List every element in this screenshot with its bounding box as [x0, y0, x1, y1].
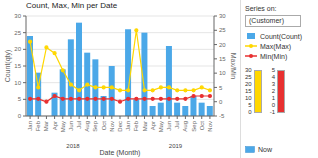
svg-text:Apr: Apr — [150, 121, 156, 130]
svg-text:5: 5 — [219, 85, 223, 91]
svg-text:15: 15 — [14, 63, 21, 69]
svg-text:Jun: Jun — [166, 121, 172, 131]
svg-text:May: May — [158, 121, 164, 132]
html-text:5: 5 — [248, 102, 252, 108]
html-text:0: 0 — [248, 109, 252, 115]
svg-text:Nov: Nov — [109, 121, 115, 132]
html-text:3: 3 — [271, 81, 275, 87]
svg-text:Sep: Sep — [191, 120, 197, 131]
svg-text:0: 0 — [219, 99, 223, 105]
svg-text:2018: 2018 — [66, 143, 80, 148]
svg-text:Jan: Jan — [27, 121, 33, 131]
html-text:20: 20 — [245, 81, 252, 87]
html-text:1: 1 — [271, 95, 275, 101]
svg-text:25: 25 — [219, 27, 226, 33]
svg-text:Apr: Apr — [52, 121, 58, 130]
html-text:Max(Max): Max(Max) — [260, 42, 292, 50]
svg-text:2019: 2019 — [169, 143, 183, 148]
html-text:0: 0 — [271, 102, 275, 108]
svg-text:Feb: Feb — [133, 120, 139, 131]
svg-text:5: 5 — [18, 96, 22, 102]
svg-text:Aug: Aug — [84, 121, 90, 132]
svg-text:30: 30 — [219, 13, 226, 19]
html-text:Count(Count): Count(Count) — [260, 32, 302, 40]
svg-text:0: 0 — [18, 113, 22, 119]
html-text:15: 15 — [245, 88, 252, 94]
html-text:-1: -1 — [269, 109, 275, 115]
svg-text:Max/Min: Max/Min — [230, 53, 237, 80]
html-text:25: 25 — [245, 74, 252, 80]
html-text:Min(Min): Min(Min) — [260, 52, 288, 60]
svg-text:Oct: Oct — [199, 121, 205, 131]
html-text:30: 30 — [245, 67, 252, 73]
svg-text:Nov: Nov — [207, 121, 213, 132]
svg-text:-5: -5 — [219, 113, 225, 119]
svg-text:Count(qty): Count(qty) — [8, 50, 12, 83]
svg-text:Sep: Sep — [92, 120, 98, 131]
html-text:(Customer): (Customer) — [249, 17, 284, 24]
svg-text:10: 10 — [14, 80, 21, 86]
html-text:10: 10 — [245, 95, 252, 101]
svg-text:Mar: Mar — [43, 121, 49, 131]
svg-text:Mar: Mar — [142, 121, 148, 131]
html-text:Date (Month): Date (Month) — [99, 149, 141, 156]
svg-text:Jan: Jan — [125, 121, 131, 131]
html-text:5: 5 — [271, 67, 275, 73]
html-text:Now: Now — [258, 145, 272, 153]
html-text:Series on:: Series on: — [245, 5, 277, 12]
svg-text:May: May — [60, 121, 66, 132]
svg-text:Jul: Jul — [76, 121, 82, 129]
html-text:2: 2 — [271, 88, 275, 94]
svg-text:20: 20 — [14, 46, 21, 52]
html-text:Count, Max, Min per Date: Count, Max, Min per Date — [26, 1, 118, 10]
svg-text:Dec: Dec — [117, 121, 123, 132]
svg-text:30: 30 — [14, 13, 21, 19]
svg-text:15: 15 — [219, 56, 226, 62]
html-text:4: 4 — [271, 74, 275, 80]
svg-text:Oct: Oct — [101, 121, 107, 131]
svg-text:Aug: Aug — [182, 121, 188, 132]
svg-text:25: 25 — [14, 30, 21, 36]
svg-text:20: 20 — [219, 42, 226, 48]
svg-text:Feb: Feb — [35, 120, 41, 131]
svg-text:Jun: Jun — [68, 121, 74, 131]
svg-text:Jul: Jul — [174, 121, 180, 129]
svg-text:10: 10 — [219, 70, 226, 76]
